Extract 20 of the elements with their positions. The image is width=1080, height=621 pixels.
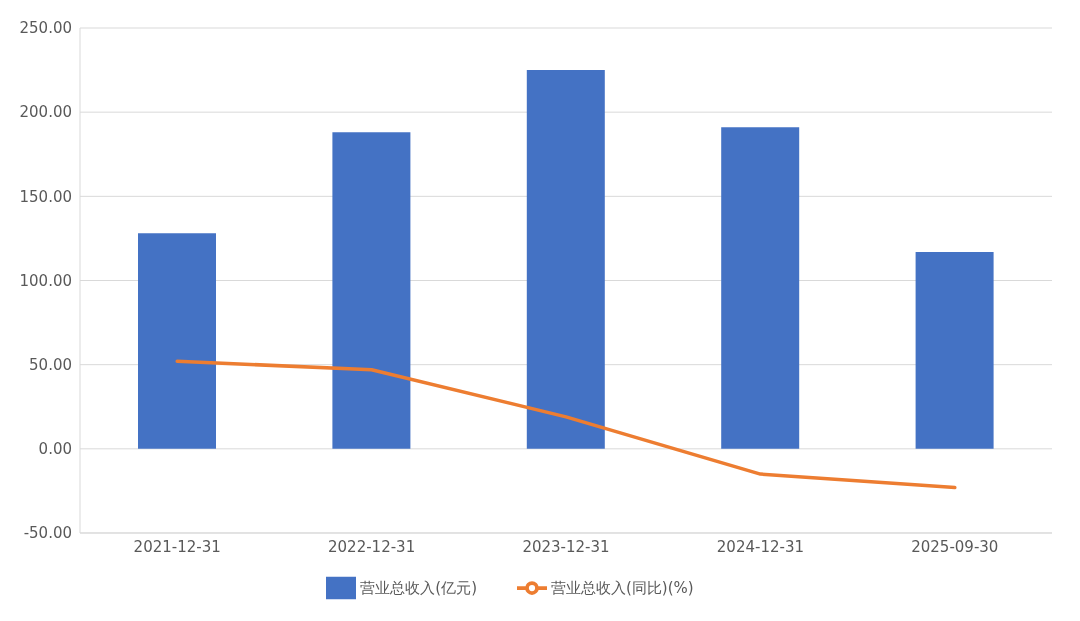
bar: [721, 127, 800, 449]
bar: [526, 70, 605, 449]
bar: [915, 251, 994, 449]
y-tick-label: 200.00: [19, 103, 72, 122]
x-tick-label: 2022-12-31: [328, 537, 416, 556]
y-tick-label: 100.00: [19, 271, 72, 290]
legend-label: 营业总收入(同比)(%): [551, 578, 694, 597]
line-series: [175, 359, 957, 490]
y-tick-label: 150.00: [19, 187, 72, 206]
x-tick-label: 2024-12-31: [716, 537, 804, 556]
bar: [332, 132, 411, 449]
y-tick-label: 0.00: [38, 440, 72, 459]
legend-label: 营业总收入(亿元): [360, 578, 478, 597]
x-tick-label: 2025-09-30: [911, 537, 999, 556]
y-tick-label: 250.00: [19, 19, 72, 38]
y-tick-label: 50.00: [29, 355, 72, 374]
x-tick-label: 2021-12-31: [133, 537, 221, 556]
x-tick-label: 2023-12-31: [522, 537, 610, 556]
bar: [138, 233, 216, 449]
y-tick-label: -50.00: [23, 524, 72, 543]
